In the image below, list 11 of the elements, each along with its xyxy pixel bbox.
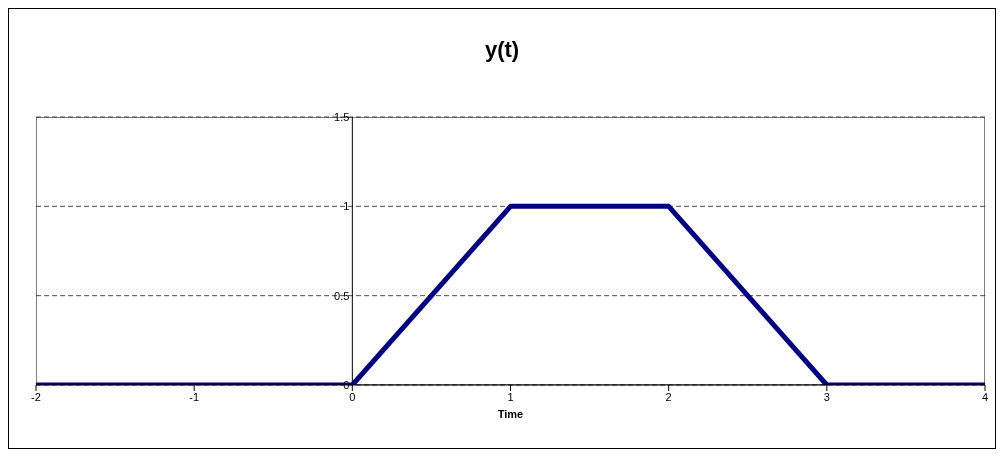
chart-title: y(t) (483, 37, 521, 63)
x-tick-label: 3 (823, 390, 830, 403)
y-tick-label: 1 (343, 200, 350, 213)
x-tick-label: 2 (665, 390, 672, 403)
y-tick-label: 0 (343, 379, 350, 391)
x-axis-title: Time (497, 408, 524, 420)
x-tick-label: -1 (189, 390, 200, 403)
x-tick-label: 4 (981, 390, 989, 403)
y-tick-label: 1.5 (334, 111, 350, 123)
x-tick-label: 1 (507, 390, 514, 403)
x-tick-label: -2 (31, 390, 41, 403)
